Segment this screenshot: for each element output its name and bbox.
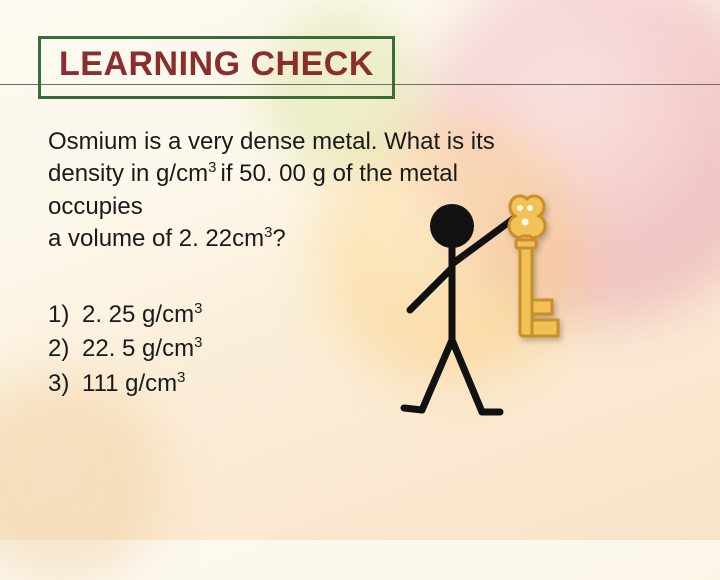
option-value: 111 g/cm3 — [82, 367, 185, 402]
option-text: 2. 25 g/cm — [82, 301, 194, 328]
title-frame: LEARNING CHECK — [38, 36, 395, 99]
superscript: 3 — [194, 335, 202, 351]
superscript: 3 — [208, 160, 220, 176]
stickman-with-key-icon — [370, 190, 610, 450]
option-value: 22. 5 g/cm3 — [82, 332, 202, 367]
option-number: 2) — [48, 332, 82, 367]
option-text: 111 g/cm — [82, 370, 177, 397]
page-title: LEARNING CHECK — [59, 45, 374, 84]
question-line: if 50. 00 g of the metal — [220, 160, 457, 187]
question-line: occupies — [48, 193, 143, 220]
option-value: 2. 25 g/cm3 — [82, 298, 202, 333]
superscript: 3 — [177, 370, 185, 386]
option-number: 1) — [48, 298, 82, 333]
question-line: Osmium is a very dense metal. What is it… — [48, 128, 495, 155]
question-line: a volume of 2. 22cm — [48, 225, 264, 252]
superscript: 3 — [194, 301, 202, 317]
option-text: 22. 5 g/cm — [82, 335, 194, 362]
option-number: 3) — [48, 367, 82, 402]
question-line: density in g/cm — [48, 160, 208, 187]
question-line: ? — [272, 225, 285, 252]
title-area: LEARNING CHECK — [44, 36, 676, 100]
